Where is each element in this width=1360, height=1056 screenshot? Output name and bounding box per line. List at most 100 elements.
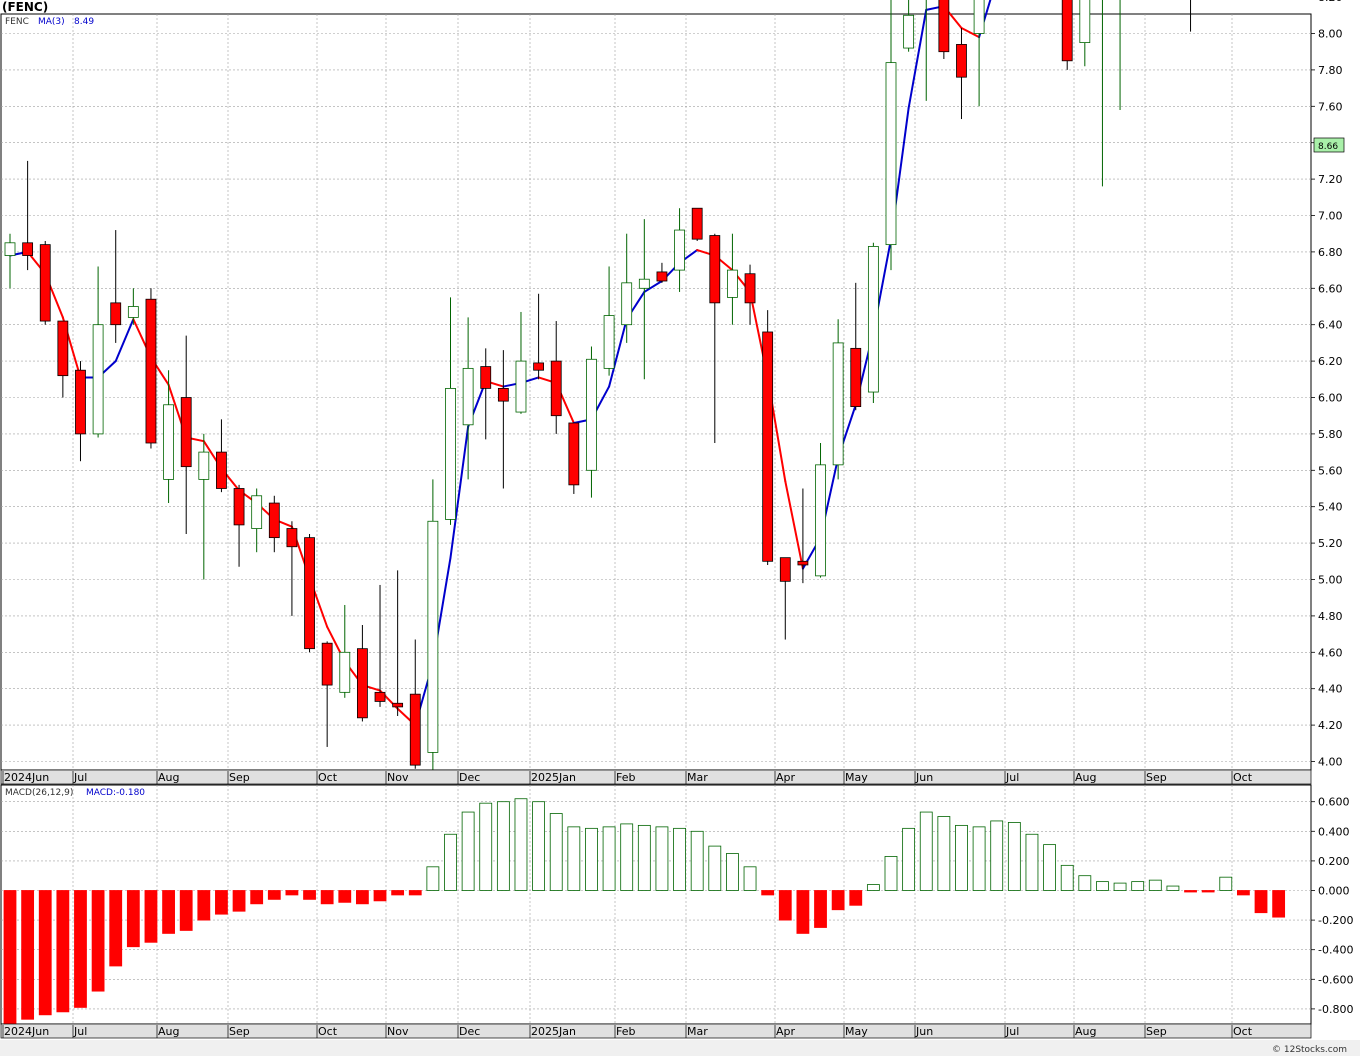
candle-body	[286, 528, 298, 548]
macd-bar	[1131, 881, 1145, 891]
price-candle	[127, 288, 139, 325]
macd-bar	[955, 824, 968, 891]
macd-bar	[1272, 890, 1286, 918]
price-candle	[57, 320, 69, 398]
macd-bar	[197, 890, 211, 921]
x-tick-label: Aug	[158, 1025, 179, 1038]
macd-bar	[1237, 890, 1250, 896]
macd-bar	[690, 830, 704, 891]
x-tick-label: Mar	[687, 1025, 708, 1038]
candle-body	[656, 271, 668, 282]
macd-bar	[831, 890, 845, 911]
macd-bar	[673, 827, 686, 891]
macd-bar	[814, 890, 827, 928]
candle-body	[339, 651, 351, 693]
x-tick-label: Sep	[1146, 771, 1167, 784]
macd-tick-label: -0.600	[1318, 973, 1353, 986]
candle-body	[621, 282, 633, 326]
macd-legend-label: MACD(26,12,9)	[5, 788, 73, 798]
price-candle	[691, 207, 703, 241]
candle-body	[727, 269, 738, 298]
price-candle	[568, 422, 580, 494]
price-tick-label: 6.00	[1318, 392, 1343, 405]
macd-tick-label: -0.400	[1318, 944, 1353, 957]
candle-body	[691, 207, 703, 240]
price-tick-label: 4.60	[1318, 646, 1343, 659]
candle-body	[779, 557, 791, 582]
price-candle	[1119, 0, 1121, 110]
candle-body	[127, 306, 139, 318]
price-tick-label: 8.00	[1318, 28, 1343, 41]
price-candle	[1101, 0, 1103, 187]
macd-bar	[496, 801, 510, 891]
price-candle	[409, 639, 421, 769]
macd-tick-label: 0.600	[1318, 796, 1350, 809]
price-candle	[533, 293, 544, 380]
price-candle	[925, 0, 927, 101]
price-candle	[356, 625, 368, 722]
macd-bar	[567, 826, 581, 891]
macd-bar	[179, 890, 193, 931]
candle-body	[22, 242, 34, 256]
price-candle	[956, 28, 967, 120]
price-tick-label: 4.20	[1318, 719, 1343, 732]
price-candle	[233, 484, 245, 567]
candle-body	[75, 369, 86, 435]
macd-bar	[1113, 882, 1127, 891]
macd-bar	[708, 845, 722, 891]
price-candle	[180, 335, 192, 534]
macd-bar	[1219, 876, 1233, 891]
x-tick-label: Feb	[616, 1025, 635, 1038]
x-tick-label: Oct	[1233, 1025, 1253, 1038]
price-tick-label: 6.80	[1318, 246, 1343, 259]
price-candle	[638, 219, 650, 380]
price-candle	[145, 288, 157, 449]
price-grid	[1, 14, 1311, 770]
ma3-segment	[784, 480, 804, 570]
price-tick-label: 5.60	[1318, 464, 1343, 477]
price-candle	[304, 534, 315, 653]
price-tick-label: 7.60	[1318, 100, 1343, 113]
price-x-axis: 2024Jun Jul Aug Sep Oct Nov Dec 2025Jan Feb Mar Ap…	[2, 771, 1253, 784]
x-tick-label: Aug	[158, 771, 179, 784]
ma3-segment	[907, 8, 928, 110]
macd-bar	[1078, 875, 1092, 891]
x-tick-label: Oct	[318, 771, 338, 784]
macd-bar	[250, 890, 264, 905]
macd-bar	[479, 802, 493, 891]
macd-bar	[778, 890, 792, 921]
macd-bar	[162, 890, 175, 934]
price-panel-frame	[0, 13, 1312, 771]
candle-body	[110, 302, 122, 326]
macd-bar	[1166, 885, 1180, 891]
macd-bar	[91, 890, 105, 992]
price-candle	[762, 310, 774, 565]
candle-body	[938, 0, 950, 53]
footer-band	[0, 1040, 1360, 1056]
legend-ma-label: MA(3)	[38, 17, 65, 27]
ticker-title: (FENC)	[2, 0, 48, 14]
x-tick-label: Sep	[229, 1025, 250, 1038]
macd-date-band	[0, 1023, 1312, 1039]
candle-body	[674, 229, 685, 271]
price-candle	[621, 233, 633, 343]
x-tick-label: Oct	[318, 1025, 338, 1038]
candle-body	[885, 62, 897, 246]
macd-tick-label: 0.200	[1318, 855, 1350, 868]
candle-body	[233, 488, 245, 526]
price-tick-label: 5.40	[1318, 501, 1343, 514]
x-tick-label: Aug	[1075, 1025, 1096, 1038]
x-tick-label: 2025Jan	[531, 771, 576, 784]
macd-bar	[373, 890, 387, 902]
macd-tick-label: -0.200	[1318, 914, 1353, 927]
price-candle	[885, 0, 897, 271]
candle-body	[480, 366, 492, 389]
price-tick-label: 7.00	[1318, 210, 1343, 223]
price-candle	[903, 0, 915, 52]
price-candle	[1079, 0, 1091, 67]
macd-bar	[1025, 833, 1039, 891]
candle-body	[903, 14, 915, 49]
candle-body	[1079, 0, 1091, 44]
macd-bar	[56, 890, 70, 1013]
